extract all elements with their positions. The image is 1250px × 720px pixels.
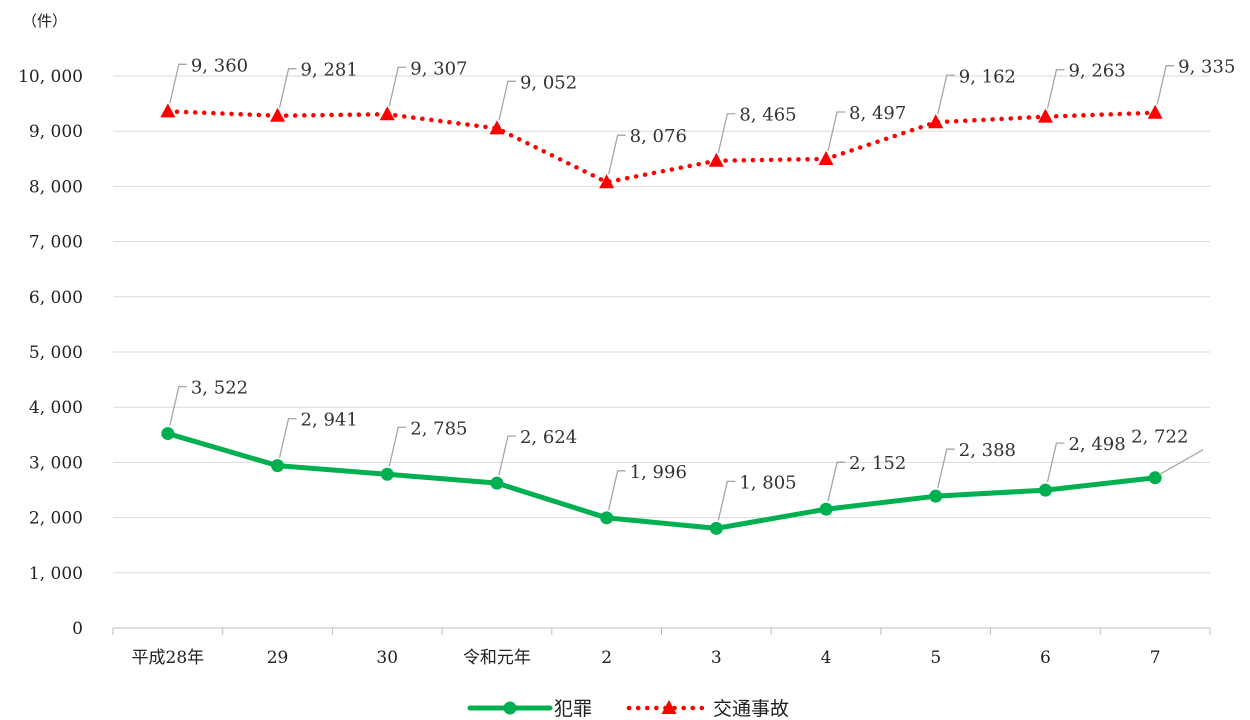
- data-label: 2, 152: [849, 453, 906, 474]
- data-label-leader: [169, 63, 187, 104]
- data-point-marker: [380, 467, 394, 481]
- series-layer: [160, 103, 1163, 535]
- y-tick-label: 4, 000: [29, 398, 83, 418]
- legend-marker: [661, 700, 677, 714]
- data-point-marker: [1147, 104, 1163, 119]
- data-label-leader: [169, 385, 187, 426]
- data-label: 1, 805: [739, 472, 796, 493]
- x-tick-label: 6: [1040, 648, 1051, 668]
- data-label-leader: [827, 111, 846, 152]
- data-label: 9, 162: [959, 66, 1016, 87]
- y-tick-label: 7, 000: [29, 233, 83, 253]
- data-label: 9, 335: [1178, 57, 1235, 78]
- legend-label: 犯罪: [554, 698, 592, 720]
- data-label-leader: [827, 461, 846, 502]
- x-tick-label: 30: [376, 648, 398, 668]
- x-tick-label: 平成28年: [132, 648, 205, 668]
- data-point-marker: [1038, 483, 1052, 497]
- data-label: 2, 941: [301, 410, 358, 431]
- data-label-leader: [1046, 442, 1065, 483]
- axis-layer: 0 1, 000 2, 000 3, 000 4, 000 5, 000 6, 000 7, …: [18, 67, 1211, 668]
- data-label: 9, 281: [301, 60, 358, 81]
- data-point-marker: [1148, 471, 1162, 485]
- data-label: 2, 498: [1068, 434, 1125, 455]
- data-label-leader: [937, 74, 955, 115]
- data-point-marker: [379, 106, 395, 121]
- x-tick-label: 4: [821, 648, 832, 668]
- y-tick-label: 8, 000: [29, 177, 83, 197]
- data-label-leader: [608, 470, 626, 510]
- x-tick-label: 5: [930, 648, 941, 668]
- legend-item: 交通事故: [626, 698, 789, 720]
- legend-item: 犯罪: [467, 698, 592, 720]
- data-label-leader: [498, 80, 516, 121]
- y-tick-label: 10, 000: [18, 67, 83, 87]
- data-label: 9, 052: [520, 72, 577, 93]
- data-point-marker: [1037, 108, 1053, 123]
- data-point-marker: [708, 152, 724, 167]
- x-tick-label: 7: [1150, 648, 1161, 668]
- data-label: 2, 624: [520, 427, 577, 448]
- y-tick-label: 0: [72, 619, 83, 639]
- data-point-marker: [161, 427, 175, 441]
- data-point-marker: [271, 459, 285, 473]
- data-label-leader: [278, 418, 297, 458]
- y-tick-label: 2, 000: [29, 509, 83, 529]
- data-label-leader: [388, 426, 407, 467]
- data-label: 2, 388: [959, 440, 1016, 461]
- legend-marker: [503, 701, 517, 715]
- data-label-leader: [608, 134, 626, 175]
- data-point-marker: [928, 114, 944, 129]
- y-tick-label: 1, 000: [29, 564, 83, 584]
- data-label-layer: 3, 522 2, 941 2, 785 2, 624 1, 996 1, 805 2, 1…: [169, 55, 1235, 521]
- y-tick-label: 6, 000: [29, 288, 83, 308]
- data-label-leader: [717, 113, 736, 153]
- x-tick-label: 29: [267, 648, 289, 668]
- data-point-marker: [599, 174, 615, 189]
- data-label-leader: [1156, 65, 1175, 105]
- data-label-leader: [717, 480, 736, 521]
- data-point-marker: [929, 489, 943, 503]
- data-label: 8, 076: [630, 126, 687, 147]
- data-label: 9, 360: [191, 55, 248, 76]
- data-label-leader: [498, 435, 516, 476]
- y-tick-label: 9, 000: [29, 122, 83, 142]
- data-point-marker: [600, 511, 614, 525]
- series-line: [165, 109, 1158, 185]
- data-label-leader: [937, 448, 955, 489]
- data-label: 9, 307: [410, 58, 467, 79]
- series-line: [165, 431, 1158, 531]
- data-point-marker: [818, 150, 834, 165]
- data-point-marker: [819, 502, 833, 516]
- data-label: 9, 263: [1068, 61, 1125, 82]
- grid-layer: [113, 75, 1210, 574]
- data-label: 1, 996: [630, 462, 687, 483]
- y-tick-label: 5, 000: [29, 343, 83, 363]
- data-label: 2, 722: [1131, 427, 1188, 448]
- data-point-marker: [490, 476, 504, 490]
- data-point-marker: [160, 103, 176, 118]
- data-label: 3, 522: [191, 378, 248, 399]
- data-point-marker: [270, 107, 286, 122]
- x-tick-label: 令和元年: [463, 648, 531, 668]
- data-label: 8, 497: [849, 103, 906, 124]
- data-label-leader: [1046, 69, 1065, 109]
- x-tick-label: 3: [711, 648, 722, 668]
- x-tick-label: 2: [601, 648, 612, 668]
- data-point-marker: [709, 521, 723, 535]
- legend: 犯罪 交通事故: [467, 698, 789, 720]
- legend-label: 交通事故: [713, 698, 789, 720]
- y-tick-label: 3, 000: [29, 453, 83, 473]
- data-label-leader: [388, 66, 407, 107]
- y-unit-label: （件）: [22, 12, 67, 30]
- data-label: 2, 785: [410, 418, 467, 439]
- data-label-leader: [278, 68, 297, 108]
- data-label: 8, 465: [739, 105, 796, 126]
- data-label-leader: [1158, 449, 1204, 476]
- data-point-marker: [489, 120, 505, 135]
